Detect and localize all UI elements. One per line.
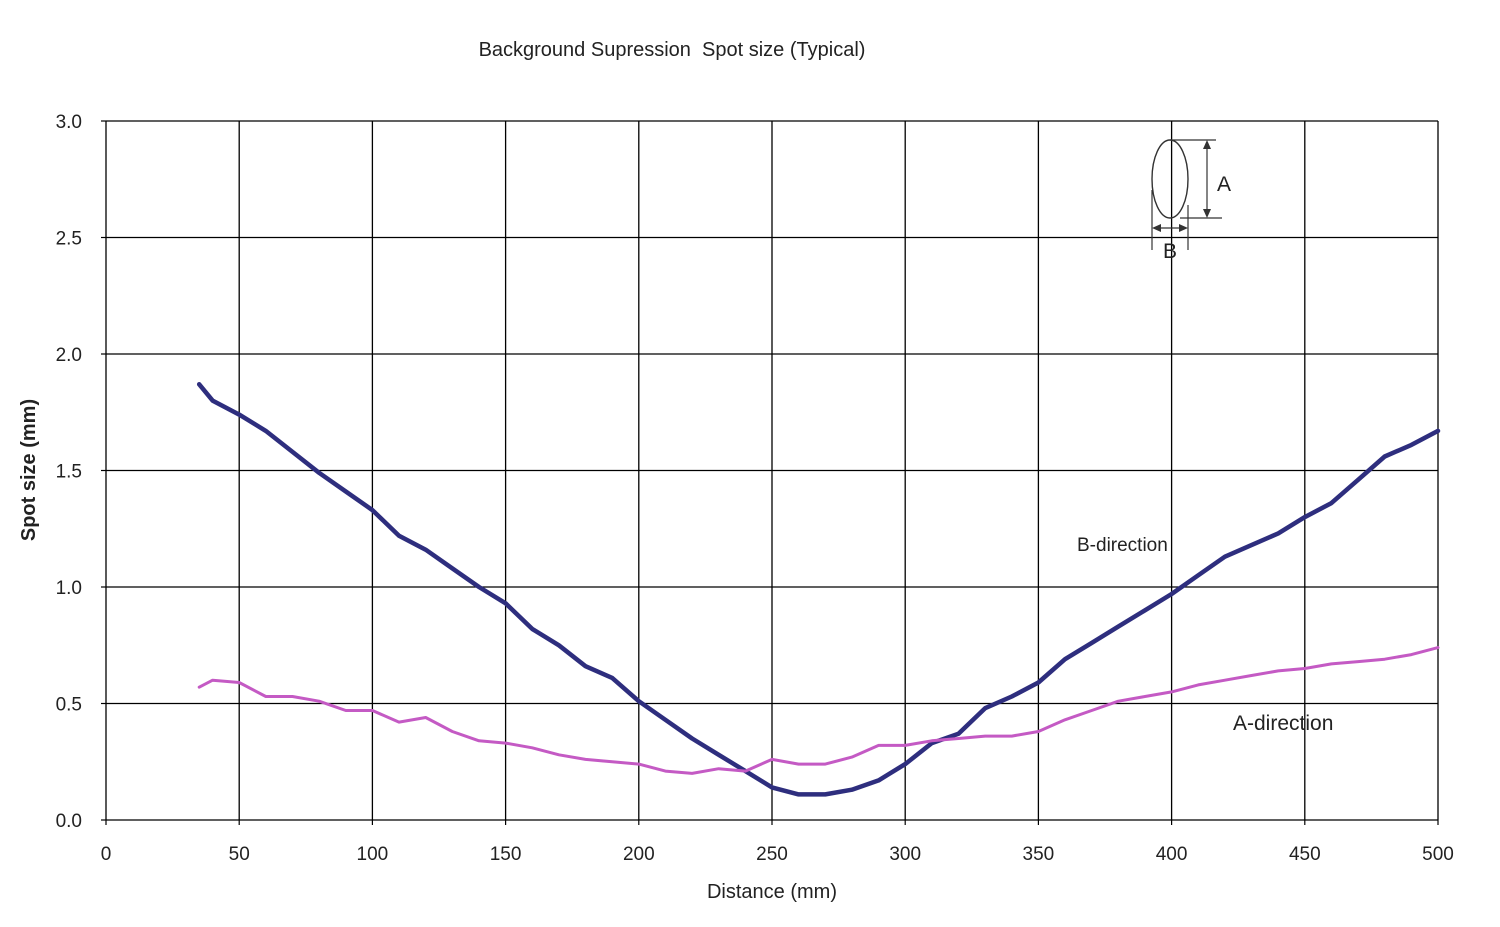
x-tick-label: 400 — [1156, 844, 1188, 865]
y-tick-label: 2.5 — [56, 229, 82, 250]
series-layer — [196, 382, 1441, 797]
inset-b-arrow-right — [1179, 224, 1188, 232]
inset-a-arrow-down — [1203, 209, 1211, 218]
a-direction-label: A-direction — [1233, 712, 1333, 735]
x-tick-label: 500 — [1422, 844, 1454, 865]
series-line-b-direction — [196, 382, 1441, 797]
y-tick-label: 1.0 — [56, 578, 82, 599]
x-axis-label: Distance (mm) — [707, 881, 837, 903]
spot-ellipse — [1151, 139, 1189, 219]
y-tick-label: 0.5 — [56, 695, 82, 716]
inset-b-arrow-left — [1152, 224, 1161, 232]
y-axis-label: Spot size (mm) — [18, 399, 40, 541]
x-tick-label: 350 — [1023, 844, 1055, 865]
inset-label-a: A — [1217, 173, 1231, 196]
y-tick-label: 1.5 — [56, 462, 82, 483]
y-tick-label: 2.0 — [56, 345, 82, 366]
chart-title: Background Supression Spot size (Typical… — [479, 39, 866, 61]
inset-a-arrow-up — [1203, 140, 1211, 149]
plot-grid — [105, 120, 1439, 821]
x-tick-label: 300 — [889, 844, 921, 865]
y-tick-label: 3.0 — [56, 112, 82, 133]
x-tick-label: 0 — [101, 844, 112, 865]
axis-ticks: 0 50 100 150 200 250 300 350 400 450 500 0.0 0.5 1.0 1… — [56, 112, 1454, 865]
x-tick-label: 250 — [756, 844, 788, 865]
x-tick-label: 450 — [1289, 844, 1321, 865]
x-tick-label: 150 — [490, 844, 522, 865]
b-direction-label: B-direction — [1077, 535, 1168, 556]
y-tick-label: 0.0 — [56, 811, 82, 832]
x-tick-label: 50 — [229, 844, 250, 865]
x-tick-label: 200 — [623, 844, 655, 865]
x-tick-label: 100 — [357, 844, 389, 865]
inset-label-b: B — [1163, 240, 1177, 263]
spot-shape-inset: A B — [1151, 139, 1231, 263]
series-line-a-direction — [197, 646, 1440, 775]
